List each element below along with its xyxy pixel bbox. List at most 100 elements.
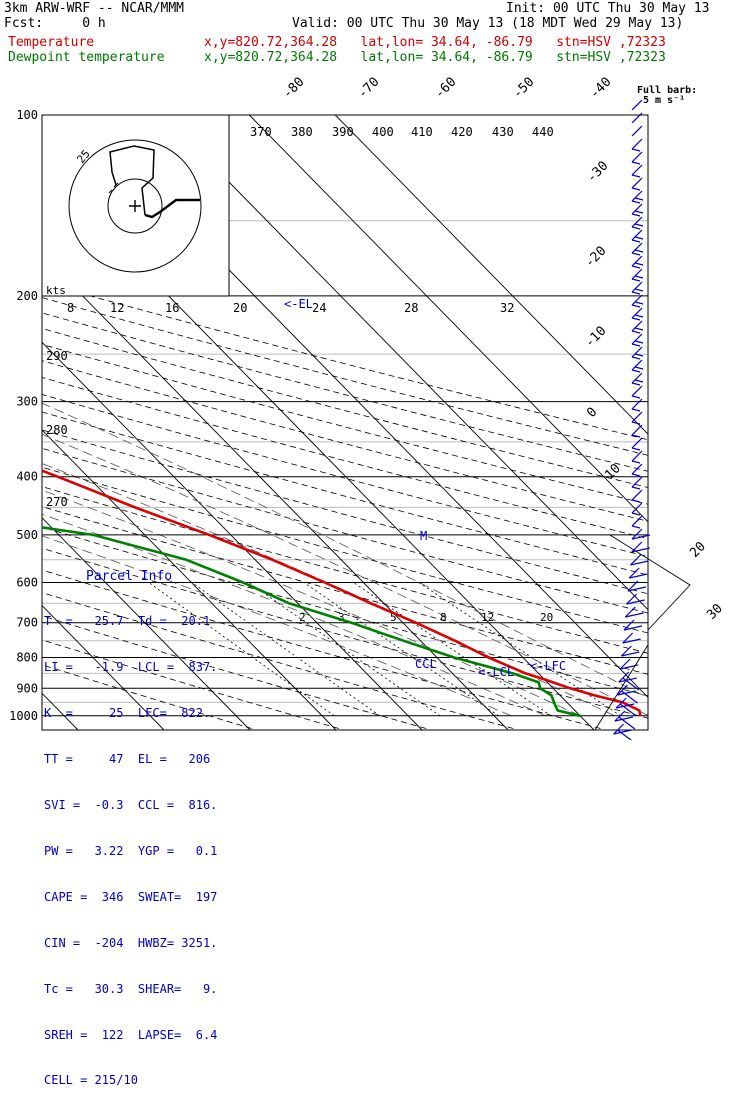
wind-barb bbox=[627, 580, 647, 592]
wind-barb bbox=[631, 424, 643, 438]
hodograph-trace bbox=[108, 182, 119, 194]
wind-barb bbox=[631, 203, 644, 217]
pressure-tick-label: 900 bbox=[16, 681, 38, 695]
wind-barb bbox=[618, 671, 640, 691]
level-marker: <-LCL bbox=[478, 665, 514, 679]
parcel-row: K = 25 LFC= 822. bbox=[44, 706, 211, 721]
wind-barb bbox=[631, 333, 644, 347]
parcel-row: SREH = 122 LAPSE= 6.4 bbox=[44, 1027, 218, 1042]
wind-barb bbox=[631, 450, 643, 464]
wind-barb bbox=[631, 281, 644, 295]
hodograph-speed-label: 28 bbox=[404, 301, 418, 315]
theta-label: 430 bbox=[492, 125, 514, 139]
hodograph-speed-label: 24 bbox=[312, 301, 326, 315]
dry-adiabat bbox=[42, 328, 648, 488]
parcel-row: CAPE = 346 SWEAT= 197 bbox=[44, 889, 218, 904]
pressure-tick-label: 600 bbox=[16, 575, 38, 589]
wind-barb bbox=[631, 463, 643, 477]
isotherm-label: 30 bbox=[704, 601, 726, 623]
theta-label: 400 bbox=[372, 125, 394, 139]
wind-barb bbox=[615, 697, 637, 717]
wind-barb bbox=[631, 307, 644, 321]
level-marker: <-EL bbox=[284, 297, 313, 311]
parcel-row: T = 25.7 Td = 20.1 bbox=[44, 614, 211, 629]
parcel-info-panel: Parcel Info T = 25.7 Td = 20.1 LI = -1.9… bbox=[44, 538, 244, 1104]
parcel-row: SVI = -0.3 CCL = 816. bbox=[44, 798, 218, 813]
wind-barb bbox=[628, 567, 648, 579]
isotherm bbox=[42, 253, 509, 730]
wind-barb bbox=[631, 294, 644, 308]
parcel-row: Tc = 30.3 SHEAR= 9. bbox=[44, 981, 218, 996]
wind-barb bbox=[631, 242, 644, 256]
hodograph-trace bbox=[109, 145, 155, 216]
mixing-ratio-line bbox=[248, 582, 441, 717]
wind-barb bbox=[631, 216, 644, 230]
isotherm bbox=[248, 115, 648, 523]
wind-barb bbox=[631, 125, 643, 137]
hodograph-speed-label: 8 bbox=[67, 301, 74, 315]
dry-adiabat bbox=[42, 411, 648, 576]
barb-legend-line2: 5 m s⁻¹ bbox=[643, 95, 685, 106]
parcel-row: CIN = -204 HWBZ= 3251. bbox=[44, 935, 218, 950]
isotherm-label: -80 bbox=[280, 75, 307, 102]
isotherm-label: -10 bbox=[582, 324, 609, 351]
dry-adiabat bbox=[42, 282, 648, 441]
parcel-info-title: Parcel Info bbox=[86, 568, 173, 584]
dry-adiabat bbox=[42, 343, 648, 505]
wind-barb bbox=[631, 346, 644, 360]
mixing-ratio-label: 5 bbox=[390, 611, 397, 624]
wind-barb bbox=[631, 398, 643, 412]
theta-label: 390 bbox=[332, 125, 354, 139]
wind-barb bbox=[631, 489, 643, 503]
wind-barb bbox=[624, 606, 644, 618]
isotherm-label: -60 bbox=[432, 75, 459, 102]
hodograph-ring bbox=[68, 139, 202, 273]
temperature-label: Temperature bbox=[8, 35, 95, 50]
wind-barb bbox=[631, 229, 644, 243]
temperature-profile bbox=[42, 469, 642, 717]
wind-barb bbox=[614, 710, 636, 730]
wind-barb bbox=[631, 372, 644, 386]
hodograph-speed-label: 20 bbox=[233, 301, 247, 315]
pressure-tick-label: 300 bbox=[16, 395, 38, 409]
pressure-tick-label: 200 bbox=[16, 289, 38, 303]
chart-edge bbox=[594, 534, 691, 731]
wind-barb bbox=[631, 476, 643, 490]
hodograph-speed-label: 32 bbox=[500, 301, 514, 315]
dry-adiabat bbox=[42, 569, 601, 729]
isotherm-label: 20 bbox=[687, 539, 709, 561]
dewpoint-profile bbox=[42, 526, 581, 718]
forecast-hour: Fcst: 0 h bbox=[4, 16, 106, 31]
mixing-ratio-label: 8 bbox=[440, 611, 447, 624]
wind-barb bbox=[631, 255, 644, 269]
wind-barb bbox=[631, 164, 643, 178]
dry-adiabat bbox=[42, 526, 648, 697]
wind-barb bbox=[620, 645, 640, 657]
wind-barb bbox=[626, 593, 645, 605]
wind-barb bbox=[613, 723, 632, 740]
pressure-tick-label: 500 bbox=[16, 528, 38, 542]
dewpoint-label: Dewpoint temperature bbox=[8, 50, 165, 65]
wind-barb bbox=[631, 385, 643, 399]
dry-adiabat bbox=[42, 615, 427, 729]
hodograph-trace bbox=[144, 198, 200, 219]
wind-barb bbox=[631, 502, 643, 516]
wind-barb bbox=[631, 320, 644, 334]
hodograph-speed-label: 12 bbox=[110, 301, 124, 315]
isotherm-label: 0 bbox=[584, 405, 600, 421]
pressure-tick-label: 700 bbox=[16, 616, 38, 630]
parcel-row: LI = -1.9 LCL = 837. bbox=[44, 660, 218, 675]
dry-adiabat bbox=[42, 447, 648, 614]
mixing-ratio-label: 2 bbox=[299, 611, 306, 624]
pressure-tick-label: 800 bbox=[16, 651, 38, 665]
wind-barb bbox=[631, 411, 643, 425]
isotherm-label: 10 bbox=[602, 461, 624, 483]
parcel-row: CELL = 215/10 bbox=[44, 1073, 138, 1088]
theta-label: 410 bbox=[411, 125, 433, 139]
barb-legend-line1: Full barb: bbox=[637, 85, 697, 96]
init-time: Init: 00 UTC Thu 30 May 13 bbox=[506, 1, 710, 16]
mixing-ratio-label: 12 bbox=[481, 611, 494, 624]
temperature-info: x,y=820.72,364.28 lat,lon= 34.64, -86.79… bbox=[204, 35, 666, 50]
wind-barb bbox=[631, 99, 643, 111]
isotherm bbox=[162, 115, 648, 611]
